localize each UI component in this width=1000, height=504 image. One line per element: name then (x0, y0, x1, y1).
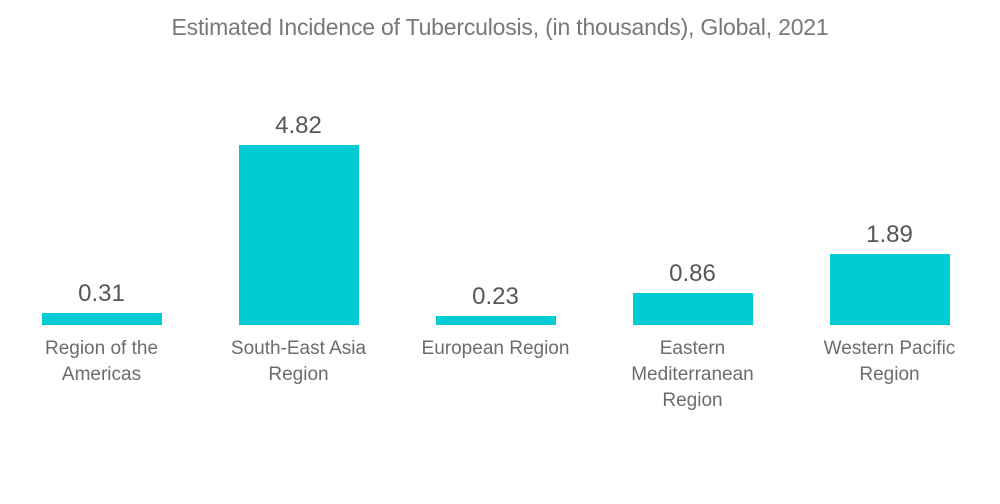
category-axis: Region of the Americas South-East Asia R… (3, 336, 988, 414)
category-label: Eastern Mediterranean Region (631, 338, 754, 411)
bar-group: 1.89 (791, 222, 988, 325)
category-label: European Region (421, 338, 570, 359)
bar-value-label: 1.89 (866, 221, 913, 248)
category-cell: South-East Asia Region (200, 336, 397, 388)
bar-value-label: 0.86 (669, 260, 716, 287)
chart-title: Estimated Incidence of Tuberculosis, (in… (171, 14, 829, 40)
bar (435, 316, 556, 325)
category-cell: European Region (397, 336, 594, 362)
bar (632, 293, 753, 325)
bar (238, 145, 359, 325)
category-label: Region of the Americas (44, 338, 159, 385)
bar-value-label: 0.23 (472, 283, 519, 310)
plot-area: 0.31 4.82 0.23 0.86 1.89 (3, 0, 988, 325)
bar-value-label: 4.82 (275, 112, 322, 139)
category-cell: Eastern Mediterranean Region (594, 336, 791, 414)
category-cell: Western Pacific Region (791, 336, 988, 388)
bar-group: 0.86 (594, 261, 791, 325)
bar-value-label: 0.31 (78, 280, 125, 307)
bar (41, 313, 162, 325)
bar-group: 0.31 (3, 281, 200, 325)
category-label: Western Pacific Region (823, 338, 956, 385)
category-label: South-East Asia Region (230, 338, 367, 385)
bar (829, 254, 950, 325)
bar-group: 4.82 (200, 113, 397, 325)
category-cell: Region of the Americas (3, 336, 200, 388)
bar-group: 0.23 (397, 284, 594, 325)
